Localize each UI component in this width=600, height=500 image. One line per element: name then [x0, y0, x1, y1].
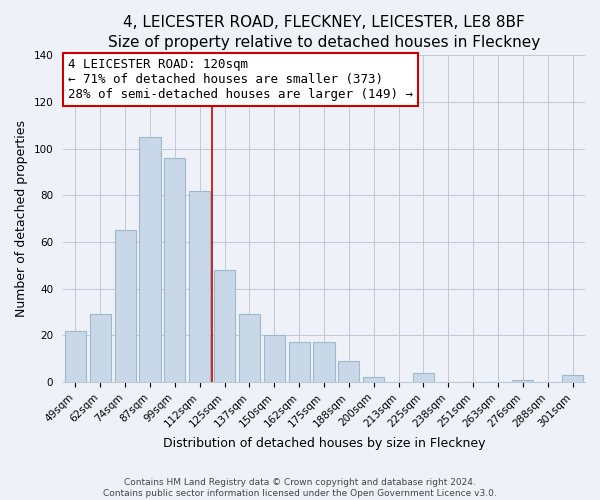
Text: Contains HM Land Registry data © Crown copyright and database right 2024.
Contai: Contains HM Land Registry data © Crown c…	[103, 478, 497, 498]
Text: 4 LEICESTER ROAD: 120sqm
← 71% of detached houses are smaller (373)
28% of semi-: 4 LEICESTER ROAD: 120sqm ← 71% of detach…	[68, 58, 413, 102]
Bar	[363, 378, 384, 382]
Bar	[189, 190, 210, 382]
Bar	[139, 137, 161, 382]
Bar	[338, 361, 359, 382]
Bar	[264, 336, 285, 382]
Y-axis label: Number of detached properties: Number of detached properties	[15, 120, 28, 317]
Bar	[90, 314, 111, 382]
Bar	[164, 158, 185, 382]
Bar	[65, 330, 86, 382]
Bar	[413, 372, 434, 382]
Title: 4, LEICESTER ROAD, FLECKNEY, LEICESTER, LE8 8BF
Size of property relative to det: 4, LEICESTER ROAD, FLECKNEY, LEICESTER, …	[108, 15, 540, 50]
Bar	[313, 342, 335, 382]
Bar	[214, 270, 235, 382]
Bar	[562, 375, 583, 382]
X-axis label: Distribution of detached houses by size in Fleckney: Distribution of detached houses by size …	[163, 437, 485, 450]
Bar	[512, 380, 533, 382]
Bar	[289, 342, 310, 382]
Bar	[115, 230, 136, 382]
Bar	[239, 314, 260, 382]
